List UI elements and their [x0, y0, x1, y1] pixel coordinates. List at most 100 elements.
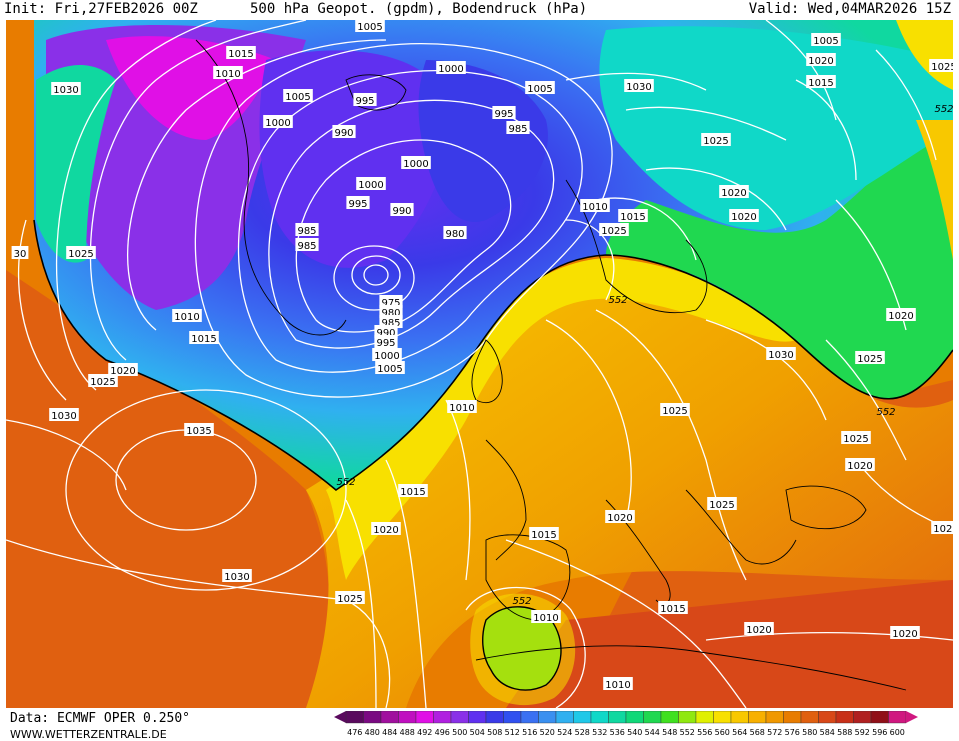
scale-level-label: 544	[645, 728, 660, 737]
isobar-1025-east	[825, 339, 907, 461]
scale-swatch	[695, 711, 714, 724]
pressure-label: 1005	[357, 22, 382, 33]
pressure-label: 1005	[285, 92, 310, 103]
scale-level-label: 548	[662, 728, 677, 737]
pressure-label: 1020	[607, 513, 632, 524]
pressure-label-box	[845, 458, 875, 471]
isobar-1030-west	[6, 419, 127, 491]
pressure-label: 1010	[582, 202, 607, 213]
scale-level-label: 524	[557, 728, 572, 737]
scale-swatch	[555, 711, 574, 724]
isobar-1010-med	[445, 399, 471, 581]
pressure-label: 1020	[746, 625, 771, 636]
isobar-1025-north-east	[625, 106, 787, 141]
pressure-label: 1030	[768, 350, 793, 361]
pressure-label: 1020	[373, 525, 398, 536]
warm-africa	[506, 580, 953, 708]
pressure-label: 1020	[721, 188, 746, 199]
website-label: WWW.WETTERZENTRALE.DE	[10, 728, 167, 741]
pressure-label-box	[492, 106, 516, 119]
cyan-north-west	[36, 65, 116, 263]
contour-label: 552	[876, 407, 895, 418]
pressure-label-box	[886, 308, 916, 321]
isobar-low-980	[351, 255, 401, 295]
pressure-label-box	[390, 203, 414, 216]
pressure-label-box	[660, 403, 690, 416]
pressure-label: 1000	[438, 64, 463, 75]
pressure-label: 995	[355, 96, 374, 107]
scale-level-label: 588	[837, 728, 852, 737]
coast-western-europe	[485, 439, 527, 561]
pressure-label: 1005	[813, 36, 838, 47]
pressure-label-box	[443, 226, 467, 239]
scale-swatch	[608, 711, 627, 724]
pressure-label-box	[766, 347, 796, 360]
pressure-label: 1025	[703, 136, 728, 147]
pressure-label-box	[335, 591, 365, 604]
pressure-label-box	[172, 309, 202, 322]
contour-labels: 552 552 552 552 552	[336, 104, 953, 607]
scale-level-label: 536	[610, 728, 625, 737]
pressure-label: 30	[14, 249, 27, 260]
isobar-1020-europe	[545, 319, 632, 521]
pressure-label-box	[213, 66, 243, 79]
pressure-label-box	[332, 125, 356, 138]
pressure-label-box	[372, 348, 402, 361]
pressure-label: 1025	[90, 377, 115, 388]
scale-swatch	[363, 711, 382, 724]
pressure-label-box	[371, 522, 401, 535]
pressure-label-box	[263, 115, 293, 128]
map-header: Init: Fri,27FEB2026 00Z 500 hPa Geopot. …	[0, 0, 959, 20]
scale-swatch	[888, 711, 907, 724]
pressure-label-box	[624, 79, 654, 92]
pressure-label: 1025	[68, 249, 93, 260]
pressure-label-box	[744, 622, 774, 635]
pressure-label: 1030	[51, 411, 76, 422]
pressure-label: 1030	[53, 85, 78, 96]
pressure-label: 1000	[358, 180, 383, 191]
isobar-1020-far-east	[765, 20, 837, 121]
scale-level-label: 480	[365, 728, 380, 737]
scale-swatch	[730, 711, 749, 724]
pressure-label: 1030	[224, 572, 249, 583]
pressure-label: 1005	[527, 84, 552, 95]
scale-arrow-left	[334, 711, 346, 723]
isobar-1020-atlantic	[345, 499, 377, 708]
pressure-label: 1025	[931, 62, 953, 73]
coast-black-sea	[785, 485, 867, 530]
pressure-label: 1020	[888, 311, 913, 322]
scale-swatch	[468, 711, 487, 724]
pressure-label-box	[605, 510, 635, 523]
isobar-high-1030	[65, 389, 347, 591]
pressure-label-box	[374, 325, 398, 338]
pressure-label-box	[729, 209, 759, 222]
pressure-label-box	[49, 408, 79, 421]
scale-level-label: 596	[872, 728, 887, 737]
coast-greenland	[195, 39, 347, 336]
pressure-label-box	[379, 305, 403, 318]
pressure-label-box	[580, 199, 610, 212]
scale-swatch	[748, 711, 767, 724]
isobar-low-975	[363, 264, 389, 286]
pressure-label: 1000	[265, 118, 290, 129]
isobar-low-985	[333, 245, 415, 311]
color-scale: 476 480 484 488 492 496 500 504 508 512 516 520 524 5…	[334, 711, 918, 737]
cyan-north-east	[599, 26, 953, 230]
map-title: 500 hPa Geopot. (gpdm), Bodendruck (hPa)	[250, 1, 588, 17]
scale-swatch	[450, 711, 469, 724]
scale-swatch	[678, 711, 697, 724]
weather-map-canvas: 1005101510101030100510001005995990100099…	[6, 20, 953, 708]
scale-swatch	[538, 711, 557, 724]
isobar-1020-scandinavia	[645, 167, 787, 231]
pressure-label: 985	[297, 241, 316, 252]
isobar-1020-south-east	[705, 631, 953, 641]
scale-level-label: 492	[417, 728, 432, 737]
scale-swatch	[660, 711, 679, 724]
init-time-label: Init: Fri,27FEB2026 00Z	[4, 1, 198, 17]
pressure-label-box	[184, 423, 214, 436]
pressure-label-box	[108, 363, 138, 376]
pressure-label: 995	[494, 109, 513, 120]
warm-south-west	[6, 270, 330, 708]
coast-british-isles	[471, 339, 503, 404]
pressure-label: 990	[376, 328, 395, 339]
